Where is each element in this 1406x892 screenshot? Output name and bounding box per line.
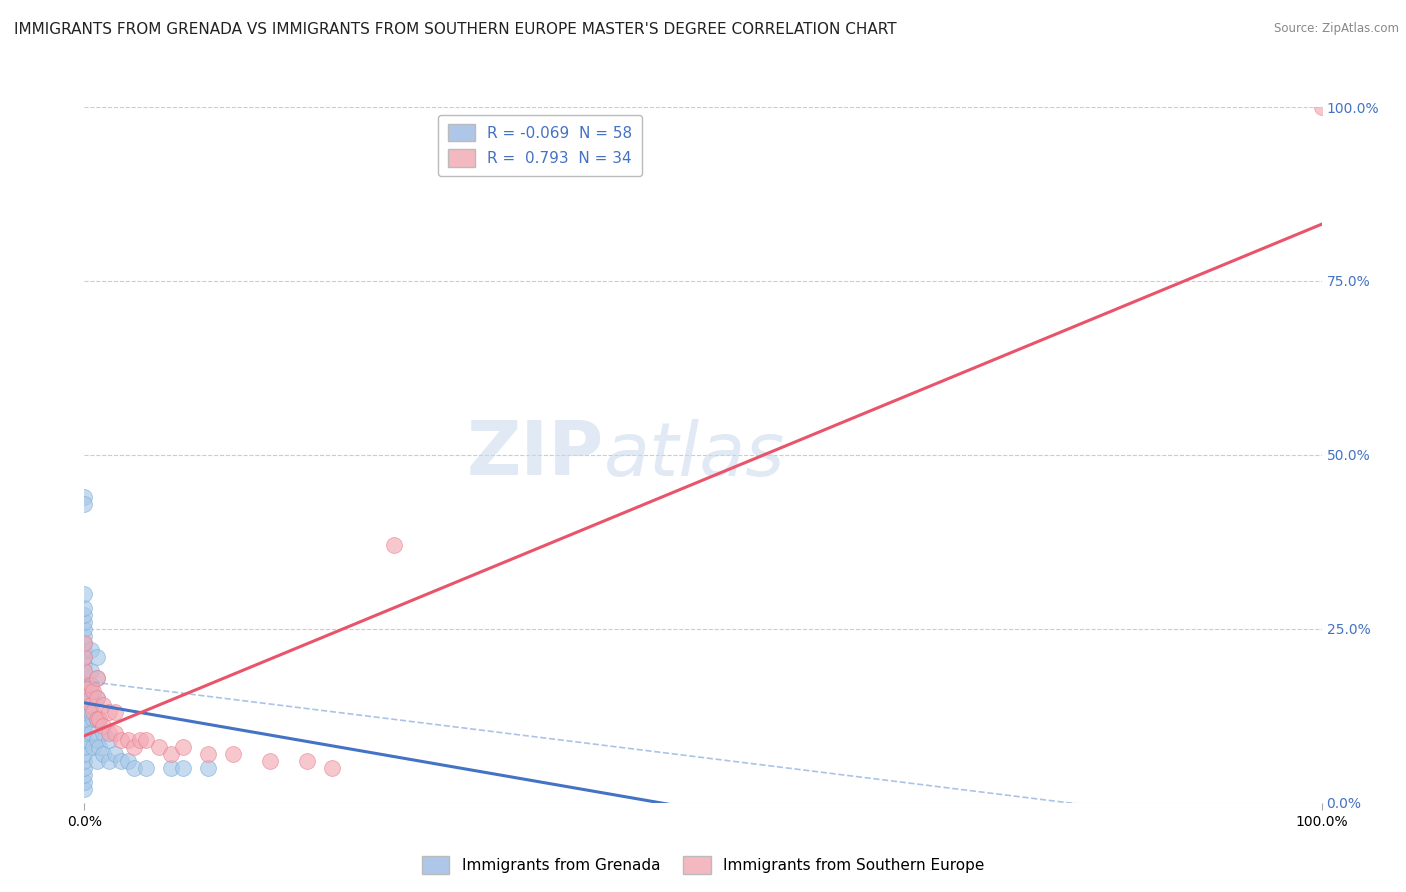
Point bbox=[79, 726, 101, 740]
Point bbox=[110, 754, 132, 768]
Point bbox=[86, 671, 108, 685]
Point bbox=[73, 657, 96, 671]
Point bbox=[73, 719, 96, 733]
Point bbox=[73, 490, 96, 504]
Point bbox=[86, 671, 108, 685]
Point bbox=[79, 706, 101, 720]
Point bbox=[73, 698, 96, 713]
Point bbox=[73, 761, 96, 775]
Point bbox=[98, 733, 121, 747]
Point bbox=[73, 781, 96, 796]
Point bbox=[91, 726, 114, 740]
Point bbox=[73, 607, 96, 622]
Point bbox=[82, 706, 104, 720]
Text: IMMIGRANTS FROM GRENADA VS IMMIGRANTS FROM SOUTHERN EUROPE MASTER'S DEGREE CORRE: IMMIGRANTS FROM GRENADA VS IMMIGRANTS FR… bbox=[14, 22, 897, 37]
Point bbox=[135, 761, 157, 775]
Point bbox=[73, 747, 96, 761]
Point bbox=[98, 726, 121, 740]
Point bbox=[73, 768, 96, 782]
Point bbox=[73, 649, 96, 664]
Point bbox=[73, 636, 96, 650]
Point bbox=[91, 719, 114, 733]
Point bbox=[86, 691, 108, 706]
Point bbox=[89, 712, 111, 726]
Text: atlas: atlas bbox=[605, 419, 786, 491]
Point bbox=[73, 754, 96, 768]
Point bbox=[73, 664, 96, 678]
Point bbox=[86, 754, 108, 768]
Point bbox=[82, 684, 104, 698]
Point bbox=[73, 677, 96, 691]
Point bbox=[98, 706, 121, 720]
Point bbox=[98, 754, 121, 768]
Point bbox=[73, 733, 96, 747]
Legend: R = -0.069  N = 58, R =  0.793  N = 34: R = -0.069 N = 58, R = 0.793 N = 34 bbox=[439, 115, 641, 176]
Point bbox=[79, 698, 101, 713]
Point bbox=[73, 497, 96, 511]
Point bbox=[73, 677, 96, 691]
Point bbox=[172, 761, 194, 775]
Point bbox=[73, 684, 96, 698]
Point bbox=[73, 706, 96, 720]
Point bbox=[82, 691, 104, 706]
Point bbox=[117, 733, 139, 747]
Point bbox=[73, 671, 96, 685]
Text: ZIP: ZIP bbox=[467, 418, 605, 491]
Point bbox=[104, 726, 127, 740]
Point bbox=[222, 747, 245, 761]
Point bbox=[160, 747, 183, 761]
Point bbox=[89, 712, 111, 726]
Point bbox=[160, 761, 183, 775]
Point bbox=[89, 740, 111, 755]
Point bbox=[259, 754, 281, 768]
Point bbox=[82, 740, 104, 755]
Point bbox=[73, 775, 96, 789]
Point bbox=[73, 691, 96, 706]
Point bbox=[110, 733, 132, 747]
Point bbox=[82, 712, 104, 726]
Point bbox=[79, 664, 101, 678]
Point bbox=[86, 712, 108, 726]
Point bbox=[148, 740, 170, 755]
Point bbox=[122, 740, 145, 755]
Point bbox=[91, 747, 114, 761]
Point bbox=[73, 587, 96, 601]
Point bbox=[135, 733, 157, 747]
Point bbox=[73, 664, 96, 678]
Point bbox=[73, 740, 96, 755]
Point bbox=[86, 649, 108, 664]
Point bbox=[73, 642, 96, 657]
Point bbox=[79, 642, 101, 657]
Point bbox=[197, 761, 219, 775]
Point bbox=[73, 712, 96, 726]
Point bbox=[117, 754, 139, 768]
Point bbox=[79, 684, 101, 698]
Point bbox=[1310, 100, 1333, 114]
Point bbox=[122, 761, 145, 775]
Point bbox=[104, 747, 127, 761]
Text: Source: ZipAtlas.com: Source: ZipAtlas.com bbox=[1274, 22, 1399, 36]
Point bbox=[86, 691, 108, 706]
Point bbox=[79, 677, 101, 691]
Point bbox=[86, 712, 108, 726]
Point bbox=[104, 706, 127, 720]
Point bbox=[73, 691, 96, 706]
Point bbox=[91, 698, 114, 713]
Point bbox=[321, 761, 343, 775]
Point bbox=[172, 740, 194, 755]
Point bbox=[86, 733, 108, 747]
Point bbox=[73, 726, 96, 740]
Point bbox=[295, 754, 318, 768]
Point bbox=[73, 601, 96, 615]
Point bbox=[129, 733, 152, 747]
Point bbox=[382, 538, 405, 552]
Point bbox=[73, 629, 96, 643]
Point bbox=[73, 622, 96, 636]
Point bbox=[197, 747, 219, 761]
Point bbox=[73, 636, 96, 650]
Legend: Immigrants from Grenada, Immigrants from Southern Europe: Immigrants from Grenada, Immigrants from… bbox=[416, 850, 990, 880]
Point bbox=[73, 649, 96, 664]
Point bbox=[73, 615, 96, 629]
